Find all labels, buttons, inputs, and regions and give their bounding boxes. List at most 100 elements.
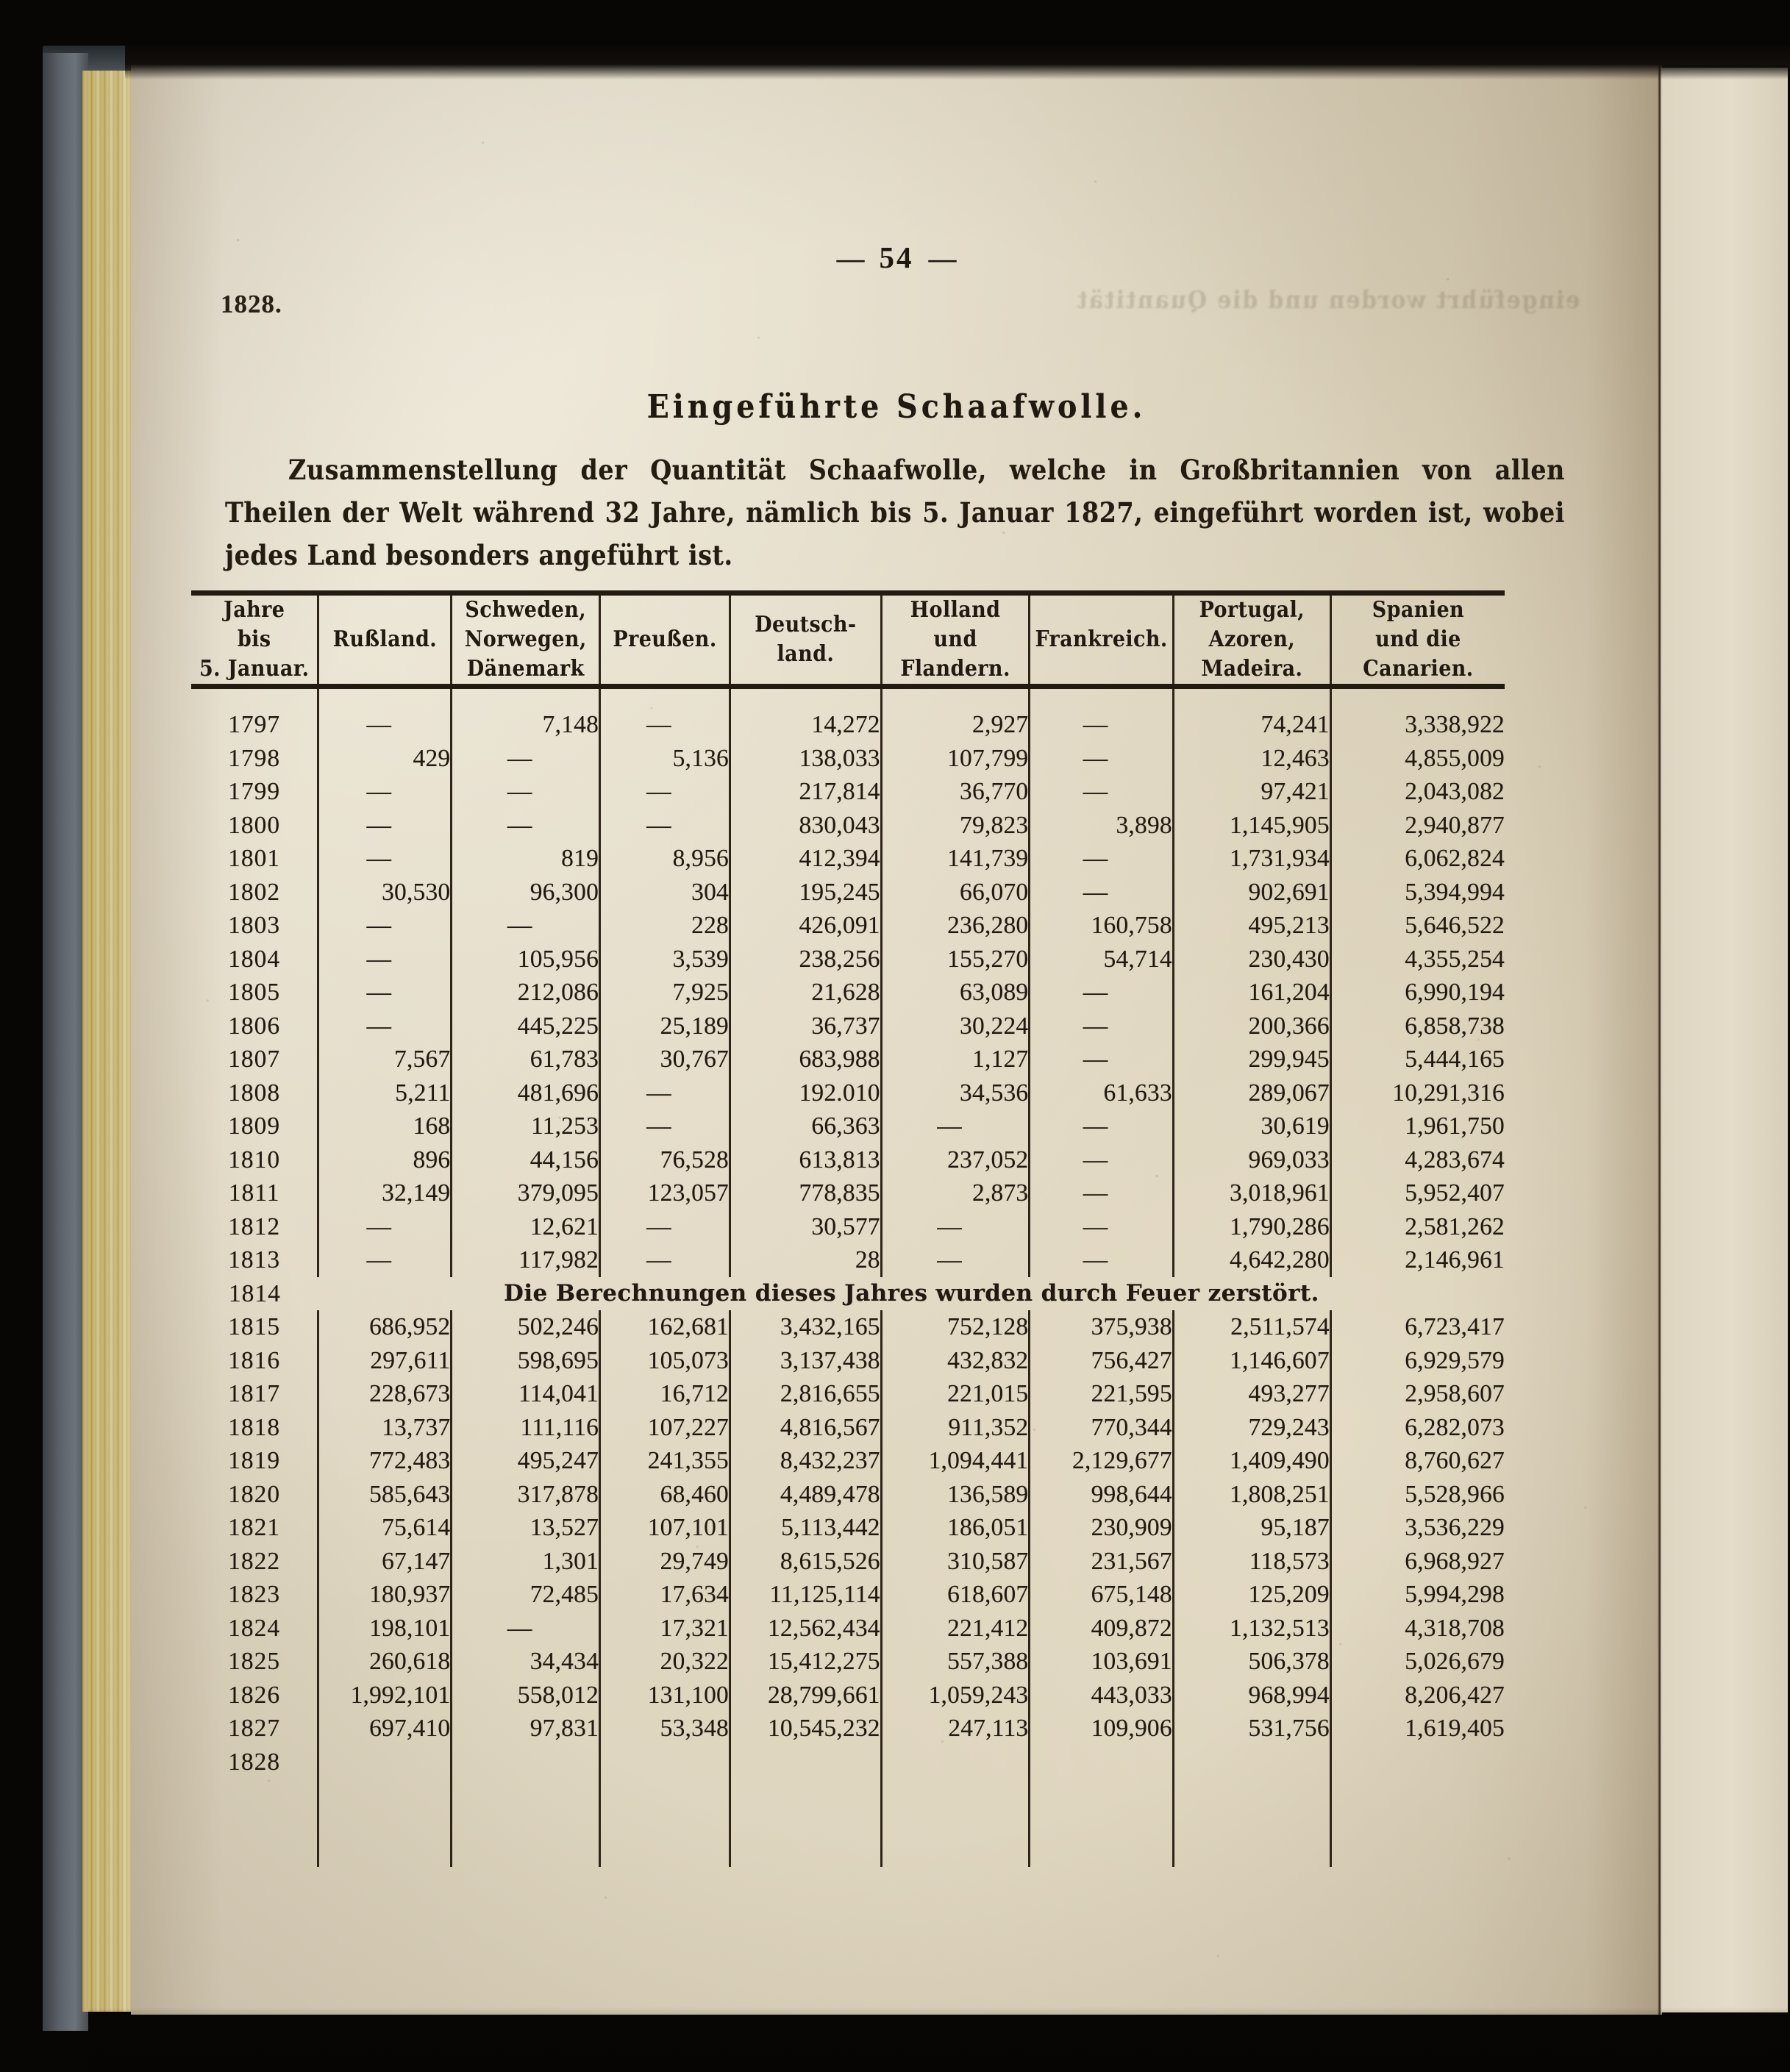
top-shadow xyxy=(125,46,1790,79)
cell-value: 16,712 xyxy=(599,1377,730,1411)
spacer-cell xyxy=(728,689,882,708)
table-row: 1825 260,618 34,434 20,322 15,412,275 557,388… xyxy=(191,1645,1505,1679)
cell-value: 819 xyxy=(450,842,600,876)
cell-value xyxy=(317,1745,452,1779)
cell-no-data: — xyxy=(317,808,452,842)
cell-value: 212,086 xyxy=(450,976,600,1010)
cell-value: 17,321 xyxy=(599,1611,730,1645)
cell-value: 289,067 xyxy=(1172,1076,1331,1110)
row-year: 1804 xyxy=(228,945,281,973)
row-year: 1801 xyxy=(228,845,281,872)
cell-value: 97,831 xyxy=(450,1712,600,1746)
cell-no-data: — xyxy=(317,909,452,943)
cell-no-data: — xyxy=(599,1076,730,1110)
cell-value: 4,283,674 xyxy=(1329,1143,1505,1176)
cell-value: 30,577 xyxy=(728,1210,882,1243)
cell-value: 30,619 xyxy=(1172,1110,1331,1143)
cell-value: 29,749 xyxy=(599,1544,730,1578)
cell-value: 1,992,101 xyxy=(317,1678,452,1712)
cell-value: 34,536 xyxy=(880,1076,1030,1110)
row-year: 1811 xyxy=(228,1179,280,1207)
bottom-shadow xyxy=(88,2007,1790,2072)
column-header-7: Portugal, Azoren, Madeira. xyxy=(1172,596,1331,684)
cell-value: 228,673 xyxy=(317,1377,452,1411)
spacer-cell xyxy=(450,1779,600,1867)
table-row: 1827 697,410 97,831 53,348 10,545,232 247,113… xyxy=(191,1712,1505,1746)
cell-value: 5,528,966 xyxy=(1329,1477,1505,1511)
cell-no-data: — xyxy=(317,1243,452,1277)
cell-value: 998,644 xyxy=(1028,1477,1174,1511)
row-year: 1799 xyxy=(228,778,281,805)
cell-value: 1,731,934 xyxy=(1172,842,1331,876)
cell-value: 8,760,627 xyxy=(1329,1444,1505,1478)
cell-value: 228 xyxy=(599,909,730,943)
cell-value: 5,211 xyxy=(317,1076,452,1110)
cell-value: 30,224 xyxy=(880,1009,1030,1043)
cell-value: 79,823 xyxy=(880,808,1030,842)
table-row: 1807 7,567 61,783 30,767 683,988 1,127—299,94… xyxy=(191,1043,1505,1076)
cell-value: 247,113 xyxy=(880,1712,1030,1746)
cell-value: 8,615,526 xyxy=(728,1544,882,1578)
cell-no-data: — xyxy=(317,775,452,809)
cell-value: 6,929,579 xyxy=(1329,1343,1505,1377)
book-fore-edge xyxy=(82,71,140,2012)
cell-value: 54,714 xyxy=(1028,942,1174,976)
cell-value: 756,427 xyxy=(1028,1343,1174,1377)
cell-value: 36,737 xyxy=(728,1009,882,1043)
cell-value xyxy=(450,1745,600,1779)
cell-value: 299,945 xyxy=(1172,1043,1331,1076)
cell-value: 445,225 xyxy=(450,1009,600,1043)
row-year: 1809 xyxy=(228,1112,281,1140)
cell-value: 117,982 xyxy=(450,1243,600,1277)
cell-value: 13,527 xyxy=(450,1511,600,1545)
cell-value: 558,012 xyxy=(450,1678,600,1712)
table-row: 1809 168 11,253—66,363— —30,619 1,961,750 xyxy=(191,1110,1505,1143)
column-header-5: Holland und Flandern. xyxy=(880,596,1030,684)
wool-import-table-wrap: Jahre bis 5. Januar. Rußland. Schweden, Norwe… xyxy=(191,590,1505,1867)
table-row: 1812—12,621—30,577— —1,790,286 2,581,262 xyxy=(191,1210,1505,1243)
cell-value: 3,338,922 xyxy=(1329,708,1505,742)
cell-no-data: — xyxy=(1028,1176,1174,1210)
cell-value: 304 xyxy=(599,875,730,909)
cell-value: 1,409,490 xyxy=(1172,1444,1331,1478)
cell-value: 168 xyxy=(317,1110,452,1143)
cell-value: 74,241 xyxy=(1172,708,1331,742)
spacer-cell xyxy=(599,689,730,708)
cell-value: 1,145,905 xyxy=(1172,808,1331,842)
cell-value: 230,909 xyxy=(1028,1511,1174,1545)
cell-value: 426,091 xyxy=(728,909,882,943)
cell-value: 118,573 xyxy=(1172,1544,1331,1578)
cell-value: 123,057 xyxy=(599,1176,730,1210)
cell-value: 379,095 xyxy=(450,1176,600,1210)
column-header-1: Rußland. xyxy=(317,596,452,684)
cell-value: 683,988 xyxy=(728,1043,882,1076)
cell-value: 317,878 xyxy=(450,1477,600,1511)
cell-no-data: — xyxy=(880,1110,1030,1143)
table-spacer-row xyxy=(191,1779,1505,1867)
cell-value: 161,204 xyxy=(1172,976,1331,1010)
spacer-cell xyxy=(880,1779,1030,1867)
cell-value: 1,059,243 xyxy=(880,1678,1030,1712)
row-year: 1812 xyxy=(228,1212,281,1240)
cell-value: 20,322 xyxy=(599,1645,730,1679)
cell-value: 409,872 xyxy=(1028,1611,1174,1645)
spacer-cell xyxy=(450,689,600,708)
cell-value: 66,363 xyxy=(728,1110,882,1143)
cell-no-data: — xyxy=(317,1009,452,1043)
cell-value: 752,128 xyxy=(880,1310,1030,1344)
page-folio: — 54 — xyxy=(131,240,1662,275)
cell-value: 217,814 xyxy=(728,775,882,809)
cell-value: 105,073 xyxy=(599,1343,730,1377)
row-year: 1826 xyxy=(228,1681,281,1709)
cell-value: 97,421 xyxy=(1172,775,1331,809)
facing-page xyxy=(1661,68,1788,2012)
cell-value: 1,619,405 xyxy=(1329,1712,1505,1746)
column-header-6: Frankreich. xyxy=(1028,596,1174,684)
cell-value: 443,033 xyxy=(1028,1678,1174,1712)
cell-value: 260,618 xyxy=(317,1645,452,1679)
cell-value: 1,961,750 xyxy=(1329,1110,1505,1143)
cell-no-data: — xyxy=(1028,775,1174,809)
column-header-8: Spanien und die Canarien. xyxy=(1329,596,1505,684)
table-row: 1813—117,982—28— —4,642,280 2,146,961 xyxy=(191,1243,1505,1277)
page-title: Eingeführte Schaafwolle. xyxy=(646,388,1147,426)
